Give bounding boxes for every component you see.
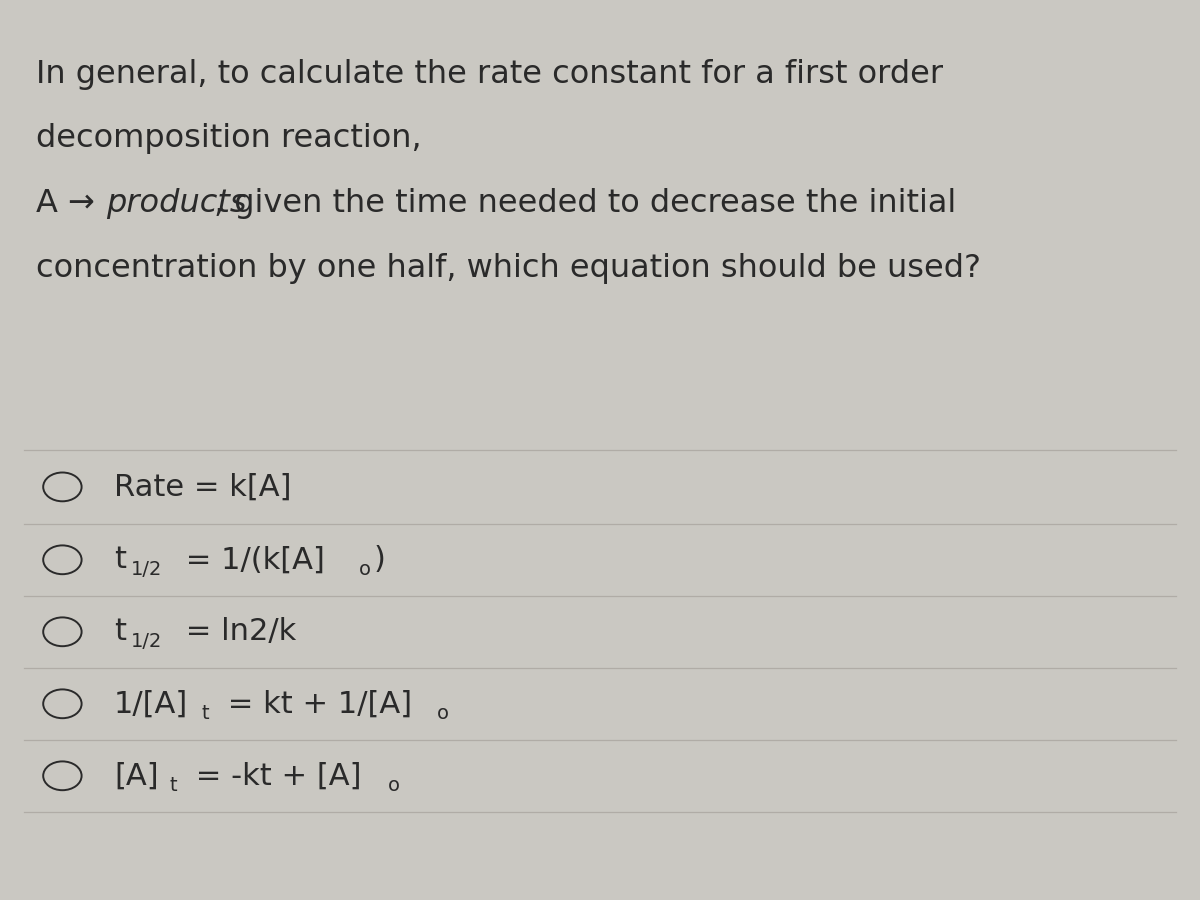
Text: products: products [106, 188, 246, 219]
Text: = kt + 1/[A]: = kt + 1/[A] [218, 689, 413, 718]
Text: concentration by one half, which equation should be used?: concentration by one half, which equatio… [36, 253, 982, 284]
Text: In general, to calculate the rate constant for a first order: In general, to calculate the rate consta… [36, 58, 943, 89]
Text: = 1/(k[A]: = 1/(k[A] [176, 545, 325, 574]
Text: Rate = k[A]: Rate = k[A] [114, 472, 292, 501]
Text: [A]: [A] [114, 761, 158, 790]
Text: t: t [114, 545, 126, 574]
Text: 1/2: 1/2 [131, 560, 162, 580]
Text: = -kt + [A]: = -kt + [A] [186, 761, 361, 790]
Text: t: t [202, 704, 209, 724]
Text: decomposition reaction,: decomposition reaction, [36, 123, 421, 154]
Text: o: o [359, 560, 371, 580]
Text: = ln2/k: = ln2/k [176, 617, 296, 646]
Text: A →: A → [36, 188, 106, 219]
Text: o: o [437, 704, 449, 724]
Text: ): ) [373, 545, 385, 574]
Text: o: o [388, 776, 400, 796]
Text: 1/[A]: 1/[A] [114, 689, 188, 718]
Text: , given the time needed to decrease the initial: , given the time needed to decrease the … [214, 188, 956, 219]
Text: t: t [114, 617, 126, 646]
Text: t: t [169, 776, 176, 796]
Text: 1/2: 1/2 [131, 632, 162, 652]
